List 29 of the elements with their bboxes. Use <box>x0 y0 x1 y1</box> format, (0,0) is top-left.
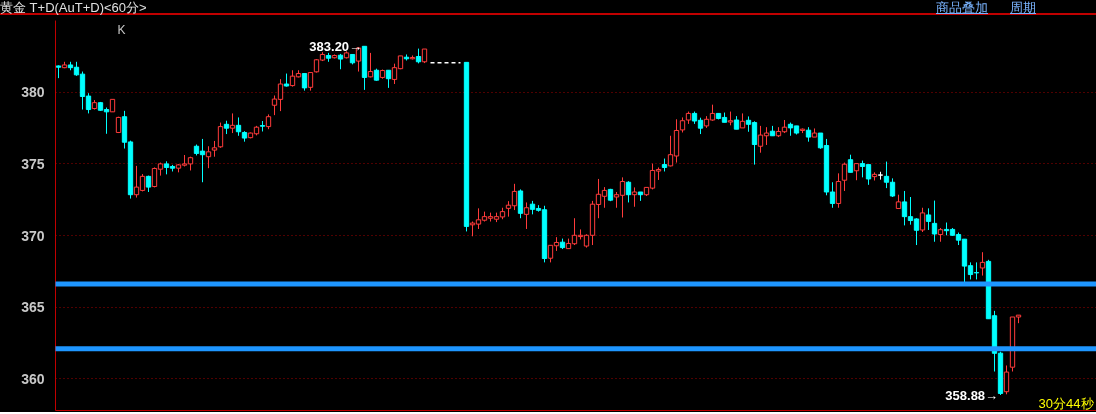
annotation: K <box>117 22 126 37</box>
candlestick <box>841 162 848 192</box>
y-tick-label: 370 <box>21 227 45 244</box>
candlestick <box>523 201 530 230</box>
candlestick <box>517 188 524 219</box>
candlestick <box>919 207 926 233</box>
candlestick <box>229 112 236 134</box>
candlestick <box>1003 364 1010 395</box>
candlestick <box>925 207 932 231</box>
y-tick-label: 360 <box>21 370 45 387</box>
y-tick-label: 375 <box>21 155 45 172</box>
annotation: 383.20→ <box>309 38 363 54</box>
candlestick <box>979 251 986 277</box>
y-tick-label: 380 <box>21 84 45 101</box>
annotation: 358.88→ <box>945 387 999 403</box>
candlestick <box>235 116 242 137</box>
candlestick <box>931 200 938 243</box>
text: 30分44秒 <box>1038 395 1094 411</box>
candlestick <box>217 122 224 149</box>
candlestick <box>205 145 212 169</box>
text: 商品叠加 <box>936 0 988 15</box>
candlestick <box>307 72 314 92</box>
text: 周期 <box>1010 0 1036 15</box>
candlestick <box>835 172 842 209</box>
candlestick <box>367 52 374 78</box>
candlestick <box>631 186 638 208</box>
chart-title: 黄金 T+D(AuT+D)<60分> <box>0 0 147 15</box>
y-tick-label: 365 <box>21 299 45 316</box>
candlestick <box>625 180 632 203</box>
